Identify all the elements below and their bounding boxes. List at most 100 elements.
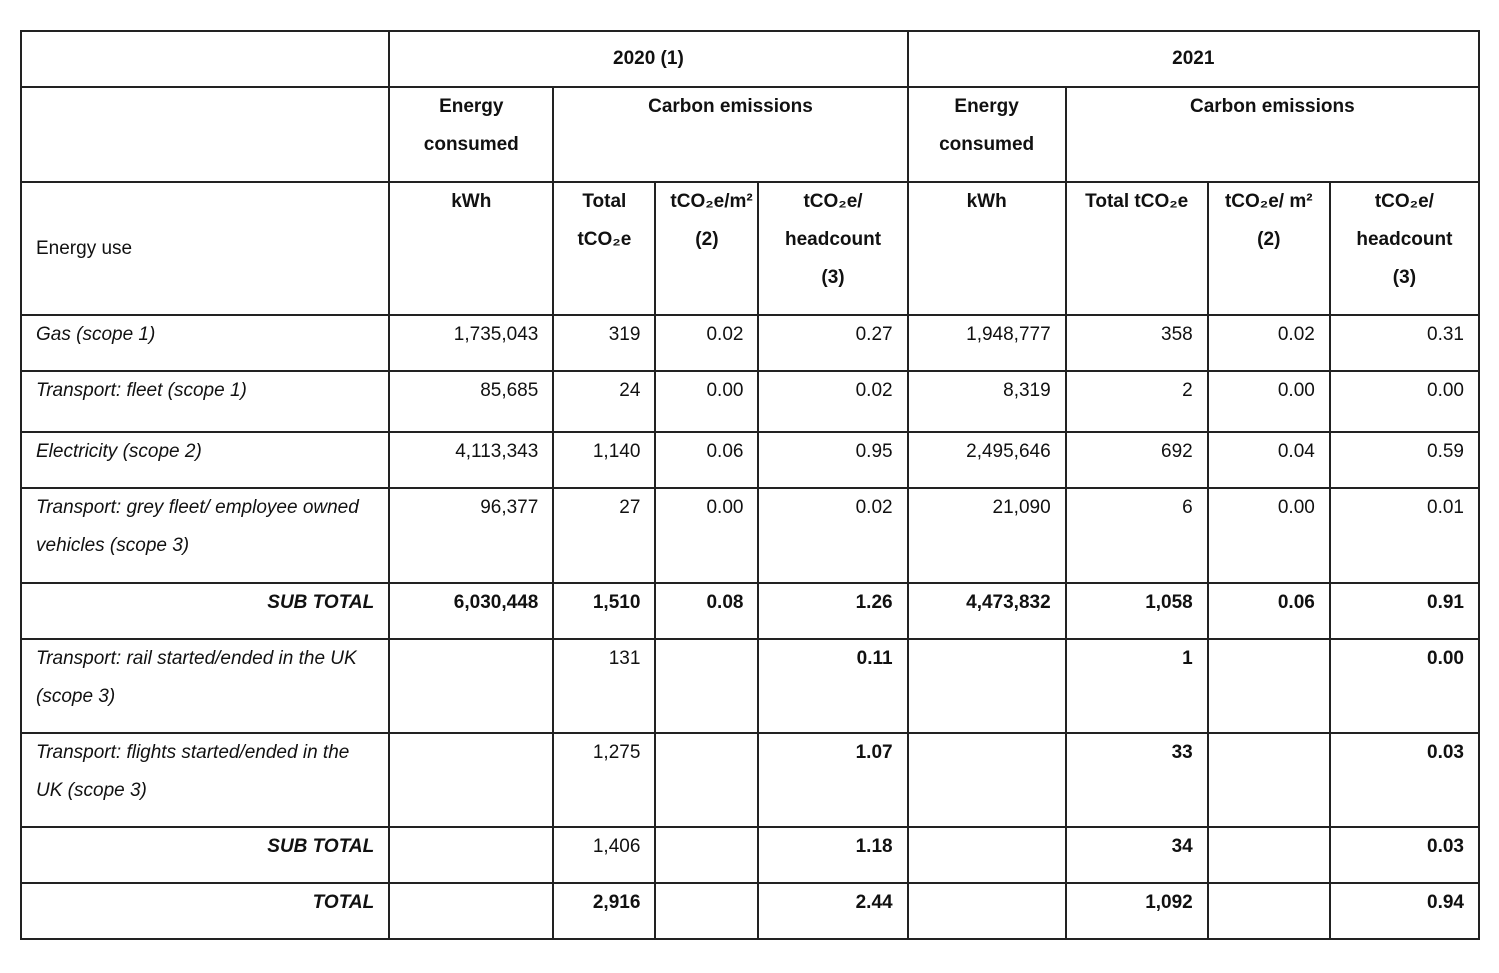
tco2e-per-m2-2020-header: tCO₂e/m² (2) <box>654 181 760 316</box>
year-header-row: 2020 (1) 2021 <box>19 30 1481 88</box>
per-m2-2021-cell <box>1206 882 1331 940</box>
total-2020-cell: 27 <box>552 487 657 584</box>
kwh-2021-header: kWh <box>906 181 1067 316</box>
per-m2-2021-cell: 0.00 <box>1206 370 1331 433</box>
row-label: Transport: flights started/ended in the … <box>19 732 391 828</box>
total-2020-cell: 2,916 <box>552 882 657 940</box>
total-2020-cell: 319 <box>552 314 657 372</box>
kwh-2021-cell <box>906 638 1067 734</box>
year-2020-header: 2020 (1) <box>388 30 909 88</box>
kwh-2021-cell: 1,948,777 <box>906 314 1067 372</box>
per-m2-2020-cell <box>654 732 760 828</box>
per-headcount-2020-cell: 1.26 <box>757 582 909 640</box>
table-row: Transport: grey fleet/ employee owned ve… <box>19 487 1481 584</box>
per-headcount-2021-cell: 0.59 <box>1328 431 1481 489</box>
per-m2-2020-cell: 0.00 <box>654 487 760 584</box>
per-headcount-2021-cell: 0.01 <box>1328 487 1481 584</box>
kwh-2021-cell: 2,495,646 <box>906 431 1067 489</box>
total-2020-cell: 1,510 <box>552 582 657 640</box>
row-label: Transport: rail started/ended in the UK … <box>19 638 391 734</box>
kwh-2020-header: kWh <box>388 181 555 316</box>
per-headcount-2021-cell: 0.00 <box>1328 638 1481 734</box>
tco2e-per-headcount-2020-header: tCO₂e/ headcount (3) <box>757 181 909 316</box>
total-2020-cell: 131 <box>552 638 657 734</box>
energy-consumed-2020-header: Energy consumed <box>388 86 555 183</box>
total-2021-cell: 1,092 <box>1064 882 1209 940</box>
per-headcount-2020-cell: 0.95 <box>757 431 909 489</box>
table-row: Electricity (scope 2) 4,113,343 1,140 0.… <box>19 431 1481 489</box>
kwh-2020-cell: 6,030,448 <box>388 582 555 640</box>
kwh-2020-cell: 1,735,043 <box>388 314 555 372</box>
kwh-2021-cell: 21,090 <box>906 487 1067 584</box>
row-label: TOTAL <box>19 882 391 940</box>
kwh-2020-cell <box>388 732 555 828</box>
per-m2-2020-cell: 0.06 <box>654 431 760 489</box>
per-m2-2020-cell <box>654 882 760 940</box>
kwh-2021-cell: 8,319 <box>906 370 1067 433</box>
category-header-row: Energy consumed Carbon emissions Energy … <box>19 86 1481 183</box>
total-2021-cell: 33 <box>1064 732 1209 828</box>
total-2020-cell: 24 <box>552 370 657 433</box>
row-label: Transport: fleet (scope 1) <box>19 370 391 433</box>
total-row: TOTAL 2,916 2.44 1,092 0.94 <box>19 882 1481 940</box>
per-m2-2021-cell: 0.06 <box>1206 582 1331 640</box>
total-tco2e-2020-header: Total tCO₂e <box>552 181 657 316</box>
kwh-2020-cell <box>388 638 555 734</box>
per-m2-2021-cell: 0.00 <box>1206 487 1331 584</box>
row-label: SUB TOTAL <box>19 826 391 884</box>
table-row: Gas (scope 1) 1,735,043 319 0.02 0.27 1,… <box>19 314 1481 372</box>
kwh-2020-cell: 4,113,343 <box>388 431 555 489</box>
per-m2-2020-cell: 0.08 <box>654 582 760 640</box>
total-2021-cell: 1,058 <box>1064 582 1209 640</box>
row-label: Gas (scope 1) <box>19 314 391 372</box>
per-headcount-2020-cell: 2.44 <box>757 882 909 940</box>
row-label: Electricity (scope 2) <box>19 431 391 489</box>
per-headcount-2020-cell: 0.02 <box>757 487 909 584</box>
total-2021-cell: 1 <box>1064 638 1209 734</box>
per-m2-2021-cell <box>1206 826 1331 884</box>
per-m2-2021-cell: 0.04 <box>1206 431 1331 489</box>
kwh-2021-cell <box>906 882 1067 940</box>
per-headcount-2021-cell: 0.31 <box>1328 314 1481 372</box>
kwh-2020-cell <box>388 826 555 884</box>
total-2021-cell: 34 <box>1064 826 1209 884</box>
per-m2-2021-cell <box>1206 638 1331 734</box>
per-headcount-2020-cell: 0.02 <box>757 370 909 433</box>
per-m2-2021-cell <box>1206 732 1331 828</box>
year-2021-header: 2021 <box>906 30 1481 88</box>
per-headcount-2020-cell: 1.07 <box>757 732 909 828</box>
total-2021-cell: 2 <box>1064 370 1209 433</box>
per-headcount-2021-cell: 0.03 <box>1328 826 1481 884</box>
row-label: SUB TOTAL <box>19 582 391 640</box>
empty-header-cell <box>19 30 391 88</box>
total-2021-cell: 358 <box>1064 314 1209 372</box>
per-headcount-2020-cell: 1.18 <box>757 826 909 884</box>
kwh-2020-cell <box>388 882 555 940</box>
energy-use-header: Energy use <box>19 181 391 316</box>
total-2020-cell: 1,275 <box>552 732 657 828</box>
total-2021-cell: 692 <box>1064 431 1209 489</box>
total-2021-cell: 6 <box>1064 487 1209 584</box>
empty-header-cell <box>19 86 391 183</box>
per-m2-2020-cell: 0.00 <box>654 370 760 433</box>
per-m2-2020-cell <box>654 826 760 884</box>
per-headcount-2021-cell: 0.94 <box>1328 882 1481 940</box>
total-tco2e-2021-header: Total tCO₂e <box>1064 181 1209 316</box>
per-headcount-2020-cell: 0.11 <box>757 638 909 734</box>
kwh-2021-cell: 4,473,832 <box>906 582 1067 640</box>
per-m2-2020-cell <box>654 638 760 734</box>
total-2020-cell: 1,406 <box>552 826 657 884</box>
table-row: Transport: flights started/ended in the … <box>19 732 1481 828</box>
tco2e-per-headcount-2021-header: tCO₂e/ headcount (3) <box>1328 181 1481 316</box>
table-row: Transport: fleet (scope 1) 85,685 24 0.0… <box>19 370 1481 433</box>
total-2020-cell: 1,140 <box>552 431 657 489</box>
tco2e-per-m2-2021-header: tCO₂e/ m² (2) <box>1206 181 1331 316</box>
energy-emissions-table: 2020 (1) 2021 Energy consumed Carbon emi… <box>19 30 1481 940</box>
kwh-2021-cell <box>906 826 1067 884</box>
energy-consumed-2021-header: Energy consumed <box>906 86 1067 183</box>
per-headcount-2020-cell: 0.27 <box>757 314 909 372</box>
per-headcount-2021-cell: 0.91 <box>1328 582 1481 640</box>
kwh-2020-cell: 96,377 <box>388 487 555 584</box>
table-row: Transport: rail started/ended in the UK … <box>19 638 1481 734</box>
carbon-emissions-2021-header: Carbon emissions <box>1064 86 1481 183</box>
